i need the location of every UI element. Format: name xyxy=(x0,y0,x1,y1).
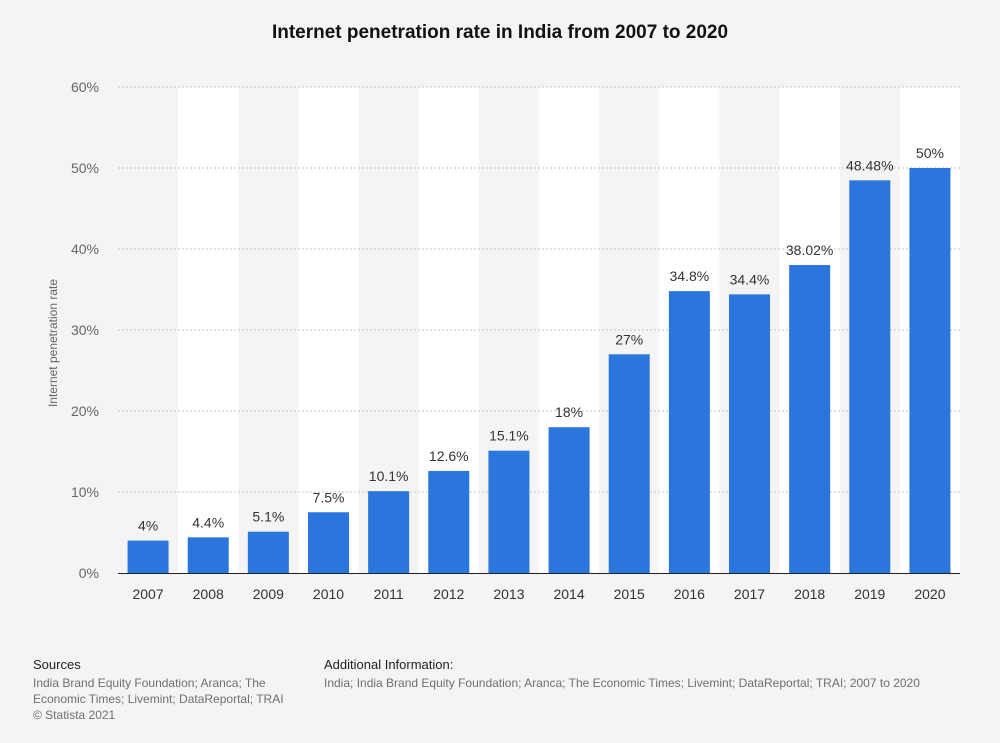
y-tick-label: 40% xyxy=(71,241,99,257)
data-label-2011: 10.1% xyxy=(369,468,409,484)
sources-text: India Brand Equity Foundation; Aranca; T… xyxy=(33,676,284,706)
footer-additional-info: Additional Information: India; India Bra… xyxy=(324,657,984,691)
column-band xyxy=(298,87,359,573)
bar-2019 xyxy=(849,180,891,573)
x-tick-label-2016: 2016 xyxy=(674,586,705,602)
x-tick-label-2020: 2020 xyxy=(914,586,945,602)
x-tick-label-2011: 2011 xyxy=(374,586,404,602)
data-label-2009: 5.1% xyxy=(252,509,284,525)
data-label-2016: 34.8% xyxy=(670,268,710,284)
bar-2008 xyxy=(187,537,229,573)
x-tick-label-2018: 2018 xyxy=(794,586,825,602)
x-tick-label-2017: 2017 xyxy=(734,586,765,602)
bar-2011 xyxy=(368,491,410,573)
data-label-2007: 4% xyxy=(138,518,158,534)
x-tick-label-2009: 2009 xyxy=(253,586,284,602)
data-labels: 4% 4.4% 5.1% 7.5% 10.1% 12.6% 15.1% 18% 27% 34.8%… xyxy=(138,145,944,534)
bar-chart: 0% 10% 20% 30% 40% 50% 60% Internet penetratio… xyxy=(46,79,960,602)
bars xyxy=(127,168,951,573)
data-label-2018: 38.02% xyxy=(786,242,833,258)
chart-title: Internet penetration rate in India from … xyxy=(271,22,729,43)
bar-2007 xyxy=(127,540,169,573)
bar-2014 xyxy=(548,427,590,573)
x-tick-label-2008: 2008 xyxy=(193,586,224,602)
x-tick-label-2010: 2010 xyxy=(313,586,344,602)
bar-2010 xyxy=(308,512,349,573)
y-tick-label: 0% xyxy=(79,565,99,581)
y-tick-label: 60% xyxy=(71,79,99,95)
y-tick-label: 10% xyxy=(71,484,99,500)
footer-sources: Sources India Brand Equity Foundation; A… xyxy=(33,657,303,723)
additional-info-heading: Additional Information: xyxy=(324,657,454,672)
data-label-2012: 12.6% xyxy=(429,448,469,464)
x-tick-label-2007: 2007 xyxy=(132,586,163,602)
x-axis-ticks: 2007 2008 2009 2010 2011 2012 2013 2014 2015 2016… xyxy=(132,586,945,602)
sources-heading: Sources xyxy=(33,657,81,672)
bar-2015 xyxy=(608,354,650,573)
column-band xyxy=(178,87,239,573)
data-label-2010: 7.5% xyxy=(313,489,345,505)
bar-2012 xyxy=(428,470,470,573)
data-label-2013: 15.1% xyxy=(489,428,529,444)
data-label-2020: 50% xyxy=(916,145,944,161)
y-tick-label: 20% xyxy=(71,403,99,419)
bar-2018 xyxy=(789,265,831,573)
y-axis-ticks: 0% 10% 20% 30% 40% 50% 60% xyxy=(71,79,99,581)
bar-2013 xyxy=(488,450,530,573)
data-label-2019: 48.48% xyxy=(846,157,893,173)
bar-2009 xyxy=(247,531,289,573)
x-tick-label-2019: 2019 xyxy=(854,586,885,602)
data-label-2015: 27% xyxy=(615,331,643,347)
y-axis-label: Internet penetration rate xyxy=(46,279,60,407)
bar-2016 xyxy=(668,291,710,573)
copyright-text: © Statista 2021 xyxy=(33,708,116,722)
bar-2017 xyxy=(729,294,770,573)
additional-info-text: India; India Brand Equity Foundation; Ar… xyxy=(324,676,920,690)
x-tick-label-2013: 2013 xyxy=(493,586,524,602)
y-tick-label: 50% xyxy=(71,160,99,176)
data-label-2017: 34.4% xyxy=(730,271,770,287)
data-label-2014: 18% xyxy=(555,404,583,420)
y-tick-label: 30% xyxy=(71,322,99,338)
x-tick-label-2012: 2012 xyxy=(433,586,464,602)
x-tick-label-2014: 2014 xyxy=(553,586,584,602)
data-label-2008: 4.4% xyxy=(192,514,224,530)
x-tick-label-2015: 2015 xyxy=(614,586,645,602)
bar-2020 xyxy=(909,168,951,573)
